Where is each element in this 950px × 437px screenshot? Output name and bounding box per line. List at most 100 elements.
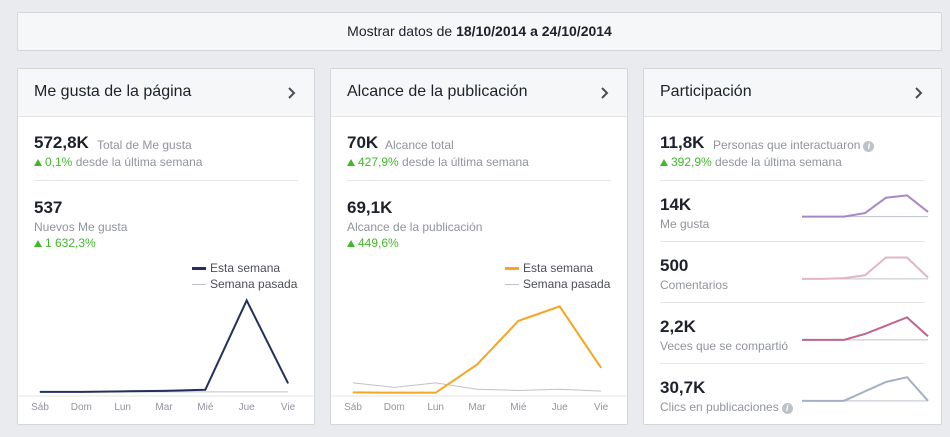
metric-change: 0,1% desde la última semana bbox=[34, 155, 202, 169]
metric-value: 11,8K bbox=[660, 133, 705, 152]
metric-label: Nuevos Me gusta bbox=[34, 220, 128, 234]
date-range-prefix: Mostrar datos de bbox=[347, 23, 453, 39]
x-tick-label: Jue bbox=[238, 402, 255, 413]
metric-value: 70K bbox=[347, 133, 379, 152]
metric-change: 449,6% bbox=[347, 236, 399, 250]
data-point bbox=[476, 364, 478, 366]
data-point bbox=[559, 305, 561, 307]
legend-swatch bbox=[505, 284, 519, 286]
legend-label: Esta semana bbox=[523, 261, 594, 275]
metric-label: Personas que interactuaron i bbox=[713, 138, 875, 152]
metric-value: 572,8K bbox=[34, 133, 89, 152]
data-point bbox=[393, 392, 395, 394]
card-title: Alcance de la publicación bbox=[347, 83, 528, 100]
metric-label: Alcance total bbox=[385, 138, 454, 152]
change-value: 1 632,3% bbox=[45, 236, 96, 250]
row-value: 30,7K bbox=[660, 378, 706, 397]
x-tick-label: Sáb bbox=[31, 402, 49, 413]
likes-sparkline bbox=[802, 194, 929, 218]
x-tick-label: Sáb bbox=[344, 402, 362, 413]
legend-label: Esta semana bbox=[210, 261, 281, 275]
chevron-right-icon[interactable] bbox=[597, 85, 613, 101]
divider bbox=[660, 302, 925, 303]
data-point bbox=[122, 390, 124, 392]
page-likes-card: Me gusta de la página 572,8K Total de Me… bbox=[17, 68, 315, 425]
x-axis-ticks: Sáb Dom Lun Mar Mié Jue Vie bbox=[18, 402, 314, 416]
divider bbox=[660, 241, 925, 242]
row-label: Comentarios bbox=[660, 278, 729, 292]
data-point bbox=[287, 382, 289, 384]
sparkline-current bbox=[802, 256, 929, 280]
data-point bbox=[517, 320, 519, 322]
x-tick-label: Lun bbox=[427, 402, 444, 413]
data-point bbox=[352, 391, 354, 393]
up-arrow-icon bbox=[660, 159, 668, 166]
x-tick-label: Mié bbox=[197, 402, 214, 413]
sparkline-current bbox=[802, 316, 929, 341]
engagement-card: Participación 11,8K Personas que interac… bbox=[643, 68, 942, 425]
up-arrow-icon bbox=[34, 240, 42, 247]
series-line-current bbox=[40, 298, 289, 393]
data-point bbox=[39, 391, 41, 393]
x-tick-label: Dom bbox=[383, 402, 405, 413]
legend-swatch bbox=[192, 284, 206, 286]
data-point bbox=[435, 392, 437, 394]
reach-line-chart bbox=[331, 305, 627, 397]
series-line-previous bbox=[352, 382, 602, 392]
x-tick-label: Vie bbox=[593, 402, 609, 413]
legend-label: Semana pasada bbox=[210, 277, 298, 291]
row-value: 14K bbox=[660, 195, 692, 214]
card-header[interactable]: Participación bbox=[644, 69, 941, 117]
x-tick-label: Jue bbox=[551, 402, 568, 413]
date-connector: a bbox=[530, 23, 538, 39]
metric-change: 427,9% desde la última semana bbox=[347, 155, 529, 169]
metric-value: 537 bbox=[34, 198, 63, 217]
row-value: 500 bbox=[660, 256, 689, 275]
x-tick-label: Mié bbox=[510, 402, 527, 413]
legend-current: Esta semana bbox=[192, 261, 280, 275]
shares-sparkline bbox=[802, 316, 929, 341]
legend-previous: Semana pasada bbox=[505, 277, 610, 291]
metric-label: Total de Me gusta bbox=[97, 138, 192, 152]
clicks-sparkline bbox=[802, 376, 929, 402]
change-text: desde la última semana bbox=[402, 155, 529, 169]
metric-value: 69,1K bbox=[347, 198, 393, 217]
row-label: Clics en publicaciones i bbox=[660, 400, 793, 414]
change-value: 449,6% bbox=[358, 236, 399, 250]
likes-line-chart bbox=[18, 298, 314, 397]
change-value: 392,9% bbox=[671, 155, 712, 169]
divider bbox=[34, 180, 298, 181]
x-tick-label: Mar bbox=[468, 402, 486, 413]
change-text: desde la última semana bbox=[75, 155, 203, 169]
metric-change: 1 632,3% bbox=[34, 236, 96, 250]
card-header[interactable]: Me gusta de la página bbox=[18, 69, 314, 117]
up-arrow-icon bbox=[34, 159, 42, 166]
card-header[interactable]: Alcance de la publicación bbox=[331, 69, 627, 117]
row-label-text: Clics en publicaciones bbox=[660, 400, 779, 414]
change-value: 0,1% bbox=[45, 155, 73, 169]
x-tick-label: Dom bbox=[70, 402, 92, 413]
chevron-right-icon[interactable] bbox=[911, 85, 927, 101]
x-tick-label: Mar bbox=[155, 402, 173, 413]
divider bbox=[660, 180, 925, 181]
comments-sparkline bbox=[802, 256, 929, 280]
series-line-current bbox=[352, 305, 602, 394]
legend-label: Semana pasada bbox=[523, 277, 611, 291]
row-label: Veces que se compartió bbox=[660, 339, 789, 353]
change-value: 427,9% bbox=[358, 155, 399, 169]
data-point bbox=[80, 391, 82, 393]
legend-swatch bbox=[505, 267, 519, 271]
row-label: Me gusta bbox=[660, 217, 710, 231]
info-icon[interactable]: i bbox=[781, 403, 793, 414]
metric-label-text: Personas que interactuaron bbox=[713, 138, 861, 152]
metric-label: Alcance de la publicación bbox=[347, 220, 483, 234]
change-text: desde la última semana bbox=[715, 155, 842, 169]
card-title: Participación bbox=[660, 83, 752, 100]
row-value: 2,2K bbox=[660, 317, 696, 336]
sparkline-current bbox=[802, 376, 929, 402]
date-from: 18/10/2014 bbox=[456, 23, 527, 39]
x-tick-label: Vie bbox=[280, 402, 296, 413]
info-icon[interactable]: i bbox=[863, 141, 875, 152]
date-range-bar: Mostrar datos de 18/10/2014 a 24/10/2014 bbox=[17, 12, 942, 51]
chevron-right-icon[interactable] bbox=[284, 85, 300, 101]
